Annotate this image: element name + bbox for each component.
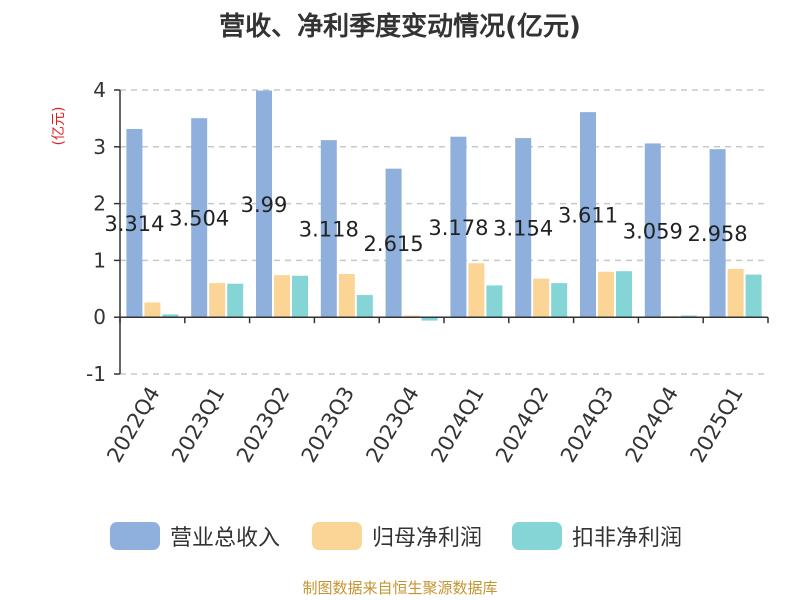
bar-0-2022Q4	[126, 128, 143, 318]
legend-label-deducted-profit: 扣非净利润	[572, 526, 683, 551]
x-tick-label: 2023Q4	[361, 383, 423, 467]
data-label: 2.958	[688, 222, 748, 246]
data-source-note: 制图数据来自恒生聚源数据库	[302, 579, 498, 597]
legend-swatch-net-profit	[312, 522, 362, 550]
data-label: 3.178	[428, 216, 488, 240]
bar-2-2024Q4	[680, 315, 697, 318]
bar-0-2023Q3	[320, 140, 337, 318]
legend-swatch-deducted-profit	[512, 522, 562, 550]
bar-1-2023Q4	[403, 315, 420, 318]
bar-2-2024Q1	[486, 285, 503, 318]
bar-1-2025Q1	[727, 268, 744, 318]
bar-0-2023Q1	[191, 118, 208, 318]
y-tick-label: 0	[93, 305, 106, 329]
data-label: 2.615	[364, 232, 424, 256]
legend-label-net-profit: 归母净利润	[372, 526, 483, 551]
bar-0-2024Q2	[515, 138, 532, 318]
x-tick-label: 2025Q1	[685, 383, 747, 467]
data-label: 3.154	[493, 217, 553, 241]
x-tick-label: 2024Q2	[491, 383, 553, 467]
x-tick-label: 2023Q1	[167, 383, 229, 467]
x-tick-label: 2023Q2	[232, 383, 294, 467]
bar-1-2024Q2	[533, 278, 550, 318]
x-tick-label: 2024Q3	[556, 383, 618, 467]
bar-1-2023Q3	[338, 274, 355, 318]
legend-item-revenue[interactable]: 营业总收入	[110, 520, 280, 552]
data-label: 3.99	[241, 193, 288, 217]
data-label: 3.118	[299, 218, 359, 242]
y-tick-label: 2	[93, 192, 106, 216]
bar-0-2023Q4	[385, 168, 402, 318]
chart-title: 营收、净利季度变动情况(亿元)	[219, 12, 581, 42]
x-tick-label: 2023Q3	[297, 383, 359, 467]
legend-swatch-revenue	[110, 522, 160, 550]
legend-item-net-profit[interactable]: 归母净利润	[312, 520, 482, 552]
legend-label-revenue: 营业总收入	[170, 526, 281, 551]
bar-2-2024Q2	[551, 283, 568, 318]
legend-item-deducted-profit[interactable]: 扣非净利润	[512, 520, 682, 552]
bar-2-2024Q3	[616, 271, 632, 318]
data-label: 3.059	[623, 219, 683, 243]
bar-1-2024Q3	[598, 271, 614, 318]
bar-2-2023Q4	[421, 317, 438, 321]
bar-0-2024Q4	[644, 143, 661, 318]
bar-1-2023Q2	[274, 275, 290, 318]
bar-2-2023Q1	[227, 283, 244, 318]
bar-2-2025Q1	[745, 274, 762, 318]
bar-2-2023Q3	[356, 295, 373, 318]
bar-1-2024Q1	[468, 263, 485, 318]
y-tick-label: 3	[93, 135, 106, 159]
bar-2-2022Q4	[162, 314, 179, 318]
bar-1-2022Q4	[144, 302, 161, 318]
bar-1-2023Q1	[209, 283, 226, 318]
x-tick-label: 2024Q4	[621, 383, 683, 467]
bar-0-2024Q1	[450, 136, 467, 318]
data-label: 3.611	[558, 204, 618, 228]
x-tick-label: 2024Q1	[426, 383, 488, 467]
bar-0-2024Q3	[580, 112, 596, 318]
data-label: 3.504	[169, 207, 229, 231]
bar-2-2023Q2	[292, 275, 308, 318]
y-tick-label: 1	[93, 248, 106, 272]
x-tick-label: 2022Q4	[102, 383, 164, 467]
legend: 营业总收入 归母净利润 扣非净利润	[0, 516, 800, 556]
data-label: 3.314	[104, 212, 164, 236]
bar-0-2023Q2	[256, 90, 272, 318]
y-tick-label: -1	[86, 362, 106, 386]
y-tick-label: 4	[93, 78, 106, 102]
bar-0-2025Q1	[709, 149, 726, 318]
